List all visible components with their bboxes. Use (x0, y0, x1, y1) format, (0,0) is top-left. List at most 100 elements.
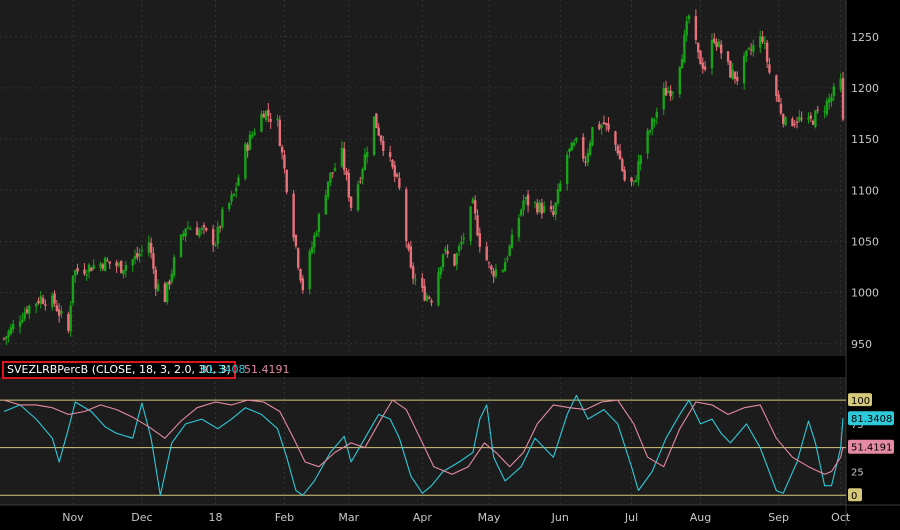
candle-body (646, 130, 649, 154)
candle-body (41, 297, 45, 304)
candle-body (395, 174, 399, 177)
candle-body (701, 62, 704, 69)
candle-body (136, 253, 139, 258)
candle-body (170, 273, 173, 282)
x-tick-label: Sep (768, 511, 789, 524)
candle-body (101, 264, 105, 269)
candle-body (280, 146, 284, 153)
candle-body (377, 127, 380, 136)
candle-body (524, 197, 527, 200)
candle-body (839, 78, 842, 90)
candle-body (538, 201, 541, 213)
candle-body (605, 123, 608, 126)
candle-body (414, 279, 417, 281)
candle-body (800, 118, 803, 120)
candle-body (262, 113, 265, 118)
candle-body (588, 142, 592, 155)
candle-body (276, 118, 279, 121)
candle-body (103, 257, 107, 272)
candle-body (221, 209, 224, 227)
osc-ref-label: 100 (851, 396, 870, 407)
candle-body (747, 47, 750, 49)
candle-body (485, 246, 488, 261)
candle-body (186, 227, 190, 229)
candle-body (28, 305, 31, 314)
candle-body (379, 135, 383, 142)
candle-body (575, 137, 578, 142)
candle-body (782, 114, 785, 124)
candle-body (779, 103, 783, 114)
candle-body (421, 277, 424, 288)
osc-series-line (3, 399, 844, 475)
candle-body (393, 165, 396, 177)
candle-body (460, 241, 463, 245)
candle-body (251, 134, 254, 137)
candle-body (476, 215, 479, 236)
candle-body (775, 75, 778, 96)
candle-body (234, 187, 238, 192)
candle-body (487, 262, 491, 264)
candle-body (278, 119, 282, 146)
candle-body (5, 336, 8, 339)
candle-body (533, 202, 537, 204)
candle-body (814, 110, 817, 127)
candle-body (361, 169, 364, 180)
candle-body (154, 269, 157, 289)
candle-body (648, 130, 652, 133)
candle-body (25, 309, 29, 313)
candle-body (542, 206, 546, 213)
candle-body (76, 267, 79, 272)
candle-body (655, 111, 659, 118)
x-tick-label: Jul (624, 511, 638, 524)
candle-body (441, 254, 445, 267)
candle-body (92, 265, 95, 270)
candle-body (664, 87, 668, 96)
candle-body (522, 200, 525, 211)
study-title-label[interactable]: SVEZLRBPercB (CLOSE, 18, 3, 2.0, 30, 3) (2, 361, 236, 379)
candle-body (471, 198, 475, 204)
candle-body (326, 181, 330, 197)
candle-body (18, 321, 22, 327)
candle-body (667, 91, 670, 93)
candle-body (71, 275, 75, 304)
candle-body (264, 110, 268, 121)
candle-body (133, 255, 137, 260)
candle-body (205, 227, 208, 231)
candle-body (492, 270, 495, 277)
candle-body (584, 161, 587, 163)
candle-body (409, 246, 413, 268)
candle-body (671, 92, 675, 94)
candle-body (382, 140, 385, 151)
candle-body (166, 282, 169, 302)
osc-ref-badge (848, 393, 872, 407)
candle-body (108, 261, 111, 264)
candle-body (331, 172, 334, 174)
candle-body (228, 202, 231, 209)
candle-body (2, 338, 6, 340)
candle-body (549, 206, 553, 210)
candle-body (152, 253, 155, 269)
candle-body (340, 147, 344, 167)
candle-body (598, 124, 601, 130)
candle-body (356, 184, 360, 211)
candle-body (430, 300, 433, 303)
candle-body (85, 274, 88, 277)
candle-body (570, 142, 573, 151)
candle-body (623, 170, 626, 181)
candle-body (425, 295, 429, 301)
candle-body (694, 16, 698, 40)
candle-body (437, 272, 440, 306)
candle-body (163, 283, 167, 303)
candle-body (333, 168, 337, 172)
candle-body (506, 258, 509, 260)
candle-body (536, 203, 539, 213)
candle-body (469, 206, 472, 241)
candle-body (391, 159, 394, 167)
candle-body (586, 153, 590, 163)
candle-body (736, 77, 739, 81)
candle-body (503, 262, 507, 272)
candle-body (184, 228, 187, 237)
candle-body (7, 331, 10, 337)
x-tick-label: Aug (690, 511, 711, 524)
